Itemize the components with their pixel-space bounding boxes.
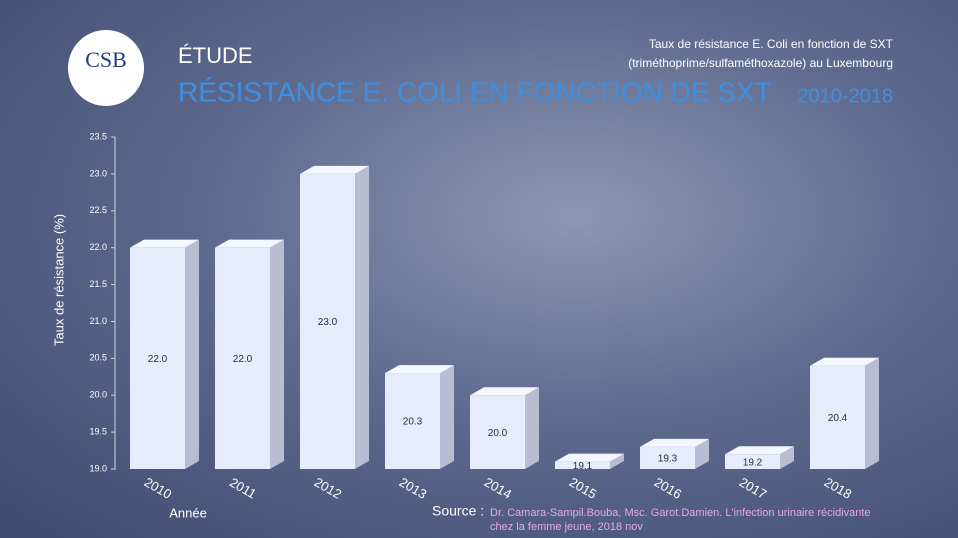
bar <box>810 365 865 469</box>
bar <box>555 461 610 469</box>
x-tick-label: 2017 <box>737 474 770 501</box>
y-tick-label: 21.0 <box>89 316 107 326</box>
bar-top <box>640 438 709 447</box>
x-tick-label: 2012 <box>312 474 345 501</box>
x-tick-label: 2015 <box>567 474 600 501</box>
value-label: 19.2 <box>743 457 763 468</box>
source-text: Dr. Camara-Sampil.Bouba, Msc. Garot.Dami… <box>490 507 871 519</box>
bar-side <box>355 165 369 469</box>
bar-top <box>130 239 199 248</box>
y-tick-label: 23.5 <box>89 131 107 141</box>
value-label: 20.0 <box>488 428 508 439</box>
y-tick-label: 22.0 <box>89 242 107 252</box>
bar <box>130 247 185 469</box>
bar-side <box>695 438 709 469</box>
subtitle: (triméthoprime/sulfaméthoxazole) au Luxe… <box>628 56 893 70</box>
value-label: 20.4 <box>828 413 848 424</box>
bar <box>300 173 355 469</box>
subtitle: Taux de résistance E. Coli en fonction d… <box>649 37 894 51</box>
page-title: RÉSISTANCE E. COLI EN FONCTION DE SXT <box>178 76 772 107</box>
y-tick-label: 21.5 <box>89 279 107 289</box>
y-tick-label: 23.0 <box>89 168 107 178</box>
y-tick-label: 20.0 <box>89 390 107 400</box>
x-tick-label: 2014 <box>482 474 515 501</box>
value-label: 22.0 <box>233 354 253 365</box>
bar <box>385 373 440 469</box>
bar <box>725 454 780 469</box>
x-tick-label: 2016 <box>652 474 685 501</box>
kicker: ÉTUDE <box>178 43 253 68</box>
x-tick-label: 2011 <box>227 475 259 502</box>
period: 2010-2018 <box>797 85 893 107</box>
source-text: chez la femme jeune, 2018 nov <box>490 521 643 533</box>
bar-top <box>215 239 284 248</box>
bar-top <box>555 453 624 462</box>
x-tick-label: 2018 <box>822 474 855 501</box>
y-tick-label: 19.5 <box>89 426 107 436</box>
y-tick-label: 20.5 <box>89 353 107 363</box>
bar-side <box>610 453 624 469</box>
bar <box>470 395 525 469</box>
y-tick-label: 19.0 <box>89 463 107 473</box>
bar-top <box>385 365 454 374</box>
bar-side <box>525 387 539 469</box>
y-axis-label: Taux de résistance (%) <box>51 214 66 346</box>
value-label: 19.3 <box>658 454 678 465</box>
value-label: 22.0 <box>148 354 168 365</box>
bar-side <box>780 446 794 469</box>
value-label: 20.3 <box>403 417 423 428</box>
bar-side <box>865 357 879 469</box>
x-tick-label: 2013 <box>397 474 430 501</box>
bar-top <box>300 165 369 174</box>
bar <box>215 247 270 469</box>
logo-text: CSB <box>85 47 127 72</box>
bar-side <box>185 239 199 469</box>
source-label: Source : <box>432 503 484 519</box>
value-label: 23.0 <box>318 317 338 328</box>
bar-top <box>725 446 794 455</box>
bar <box>640 446 695 469</box>
x-axis-label: Année <box>169 505 207 520</box>
bar-top <box>810 357 879 366</box>
bar-side <box>440 365 454 469</box>
y-tick-label: 22.5 <box>89 205 107 215</box>
bar-top <box>470 387 539 396</box>
logo-badge <box>68 30 144 106</box>
bar-side <box>270 239 284 469</box>
x-tick-label: 2010 <box>142 474 175 501</box>
value-label: 19.1 <box>573 461 593 472</box>
